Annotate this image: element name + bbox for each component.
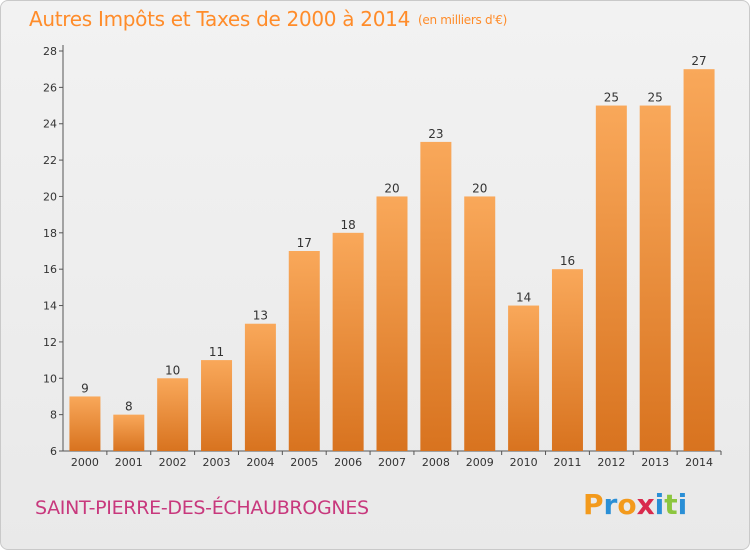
x-tick-label-2011: 2011 [553, 456, 581, 469]
value-label-2009: 20 [472, 181, 487, 195]
y-tick-label: 6 [50, 445, 57, 458]
y-tick-label: 26 [43, 81, 57, 94]
chart-title-text: Autres Impôts et Taxes de 2000 à 2014 [29, 7, 410, 31]
x-tick-label-2001: 2001 [115, 456, 143, 469]
chart-labels: 9 8 10 11 13 17 18 20 23 20 14 16 25 25 27 [81, 54, 707, 413]
value-label-2010: 14 [516, 291, 531, 305]
bar-2005 [288, 251, 320, 451]
x-tick-label-2012: 2012 [597, 456, 625, 469]
value-label-2006: 18 [340, 218, 355, 232]
bar-2014 [683, 69, 715, 451]
value-label-2008: 23 [428, 127, 443, 141]
bar-2003 [201, 360, 233, 451]
y-tick-label: 16 [43, 263, 57, 276]
y-tick-label: 24 [43, 118, 57, 131]
bar-2011 [551, 269, 583, 451]
x-tick-label-2004: 2004 [246, 456, 274, 469]
bar-2012 [595, 105, 627, 451]
value-label-2011: 16 [560, 254, 575, 268]
x-tick-label-2006: 2006 [334, 456, 362, 469]
chart-bars [69, 69, 715, 451]
y-tick-label: 22 [43, 154, 57, 167]
chart-axes: 6 8 10 12 14 16 18 20 22 24 26 28 2000 2001 2002 2003 20… [43, 45, 722, 469]
bar-2006 [332, 232, 364, 451]
bar-2007 [376, 196, 408, 451]
bar-2009 [464, 196, 496, 451]
x-tick-label-2003: 2003 [203, 456, 231, 469]
value-label-2012: 25 [604, 91, 619, 105]
x-tick-label-2007: 2007 [378, 456, 406, 469]
x-tick-label-2005: 2005 [290, 456, 318, 469]
logo-letter: o [617, 488, 637, 521]
x-tick-label-2014: 2014 [685, 456, 713, 469]
logo-letter: i [654, 488, 665, 521]
x-tick-label-2008: 2008 [422, 456, 450, 469]
value-label-2007: 20 [384, 181, 399, 195]
y-tick-label: 28 [43, 45, 57, 58]
bar-2002 [157, 378, 189, 451]
y-tick-label: 12 [43, 336, 57, 349]
value-label-2003: 11 [209, 345, 224, 359]
logo-letter: t [664, 488, 678, 521]
chart-title: Autres Impôts et Taxes de 2000 à 2014 (en… [29, 7, 507, 31]
bar-2008 [420, 141, 452, 451]
value-label-2014: 27 [691, 54, 706, 68]
bar-2001 [113, 414, 145, 451]
bar-2004 [244, 323, 276, 451]
logo-letter: P [583, 488, 604, 521]
value-label-2000: 9 [81, 381, 89, 395]
chart-unit: (en milliers d'€) [418, 13, 508, 27]
value-label-2005: 17 [297, 236, 312, 250]
bar-2000 [69, 396, 101, 451]
logo-letter: x [636, 488, 655, 521]
y-tick-label: 18 [43, 227, 57, 240]
y-tick-label: 14 [43, 300, 57, 313]
logo-letter: r [603, 488, 618, 521]
value-label-2001: 8 [125, 400, 133, 414]
y-tick-label: 8 [50, 409, 57, 422]
y-tick-label: 20 [43, 190, 57, 203]
proxiti-logo: Proxiti [583, 488, 687, 521]
x-tick-label-2002: 2002 [159, 456, 187, 469]
x-tick-label-2000: 2000 [71, 456, 99, 469]
bar-2013 [639, 105, 671, 451]
commune-name: SAINT-PIERRE-DES-ÉCHAUBROGNES [35, 497, 369, 519]
value-label-2013: 25 [648, 91, 663, 105]
x-tick-label-2010: 2010 [510, 456, 538, 469]
value-label-2004: 13 [253, 309, 268, 323]
value-label-2002: 10 [165, 363, 180, 377]
x-tick-label-2013: 2013 [641, 456, 669, 469]
logo-letter: i [677, 488, 688, 521]
bar-2010 [508, 305, 540, 451]
y-tick-label: 10 [43, 372, 57, 385]
x-tick-label-2009: 2009 [466, 456, 494, 469]
